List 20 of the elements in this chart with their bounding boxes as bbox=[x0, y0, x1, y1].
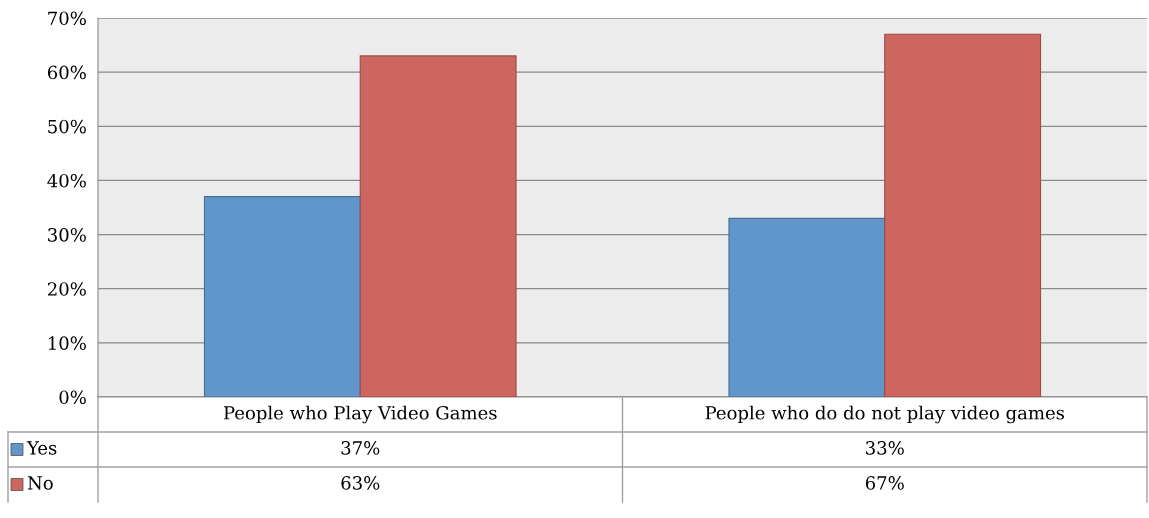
bar bbox=[728, 217, 886, 397]
data-label: 37% bbox=[341, 441, 380, 455]
y-tick-label: 30% bbox=[48, 228, 86, 242]
data-label: 33% bbox=[866, 441, 904, 455]
y-tick-label: 0% bbox=[59, 390, 86, 405]
x-tick-label: People who Play Video Games bbox=[223, 405, 497, 424]
y-tick-label: 50% bbox=[48, 119, 86, 134]
legend-label: No bbox=[27, 476, 53, 490]
x-tick-label: People who do do not play video games bbox=[705, 405, 1065, 424]
y-tick-label: 70% bbox=[48, 11, 86, 26]
bar bbox=[884, 33, 1042, 397]
y-tick-label: 60% bbox=[47, 65, 86, 80]
legend-label: Yes bbox=[26, 441, 57, 455]
y-tick-label: 40% bbox=[47, 173, 86, 188]
y-tick-label: 10% bbox=[48, 336, 86, 350]
y-tick-label: 20% bbox=[47, 282, 86, 296]
data-label: 63% bbox=[341, 476, 380, 490]
bar bbox=[203, 196, 361, 397]
bar bbox=[359, 55, 517, 397]
data-label: 67% bbox=[865, 476, 904, 490]
